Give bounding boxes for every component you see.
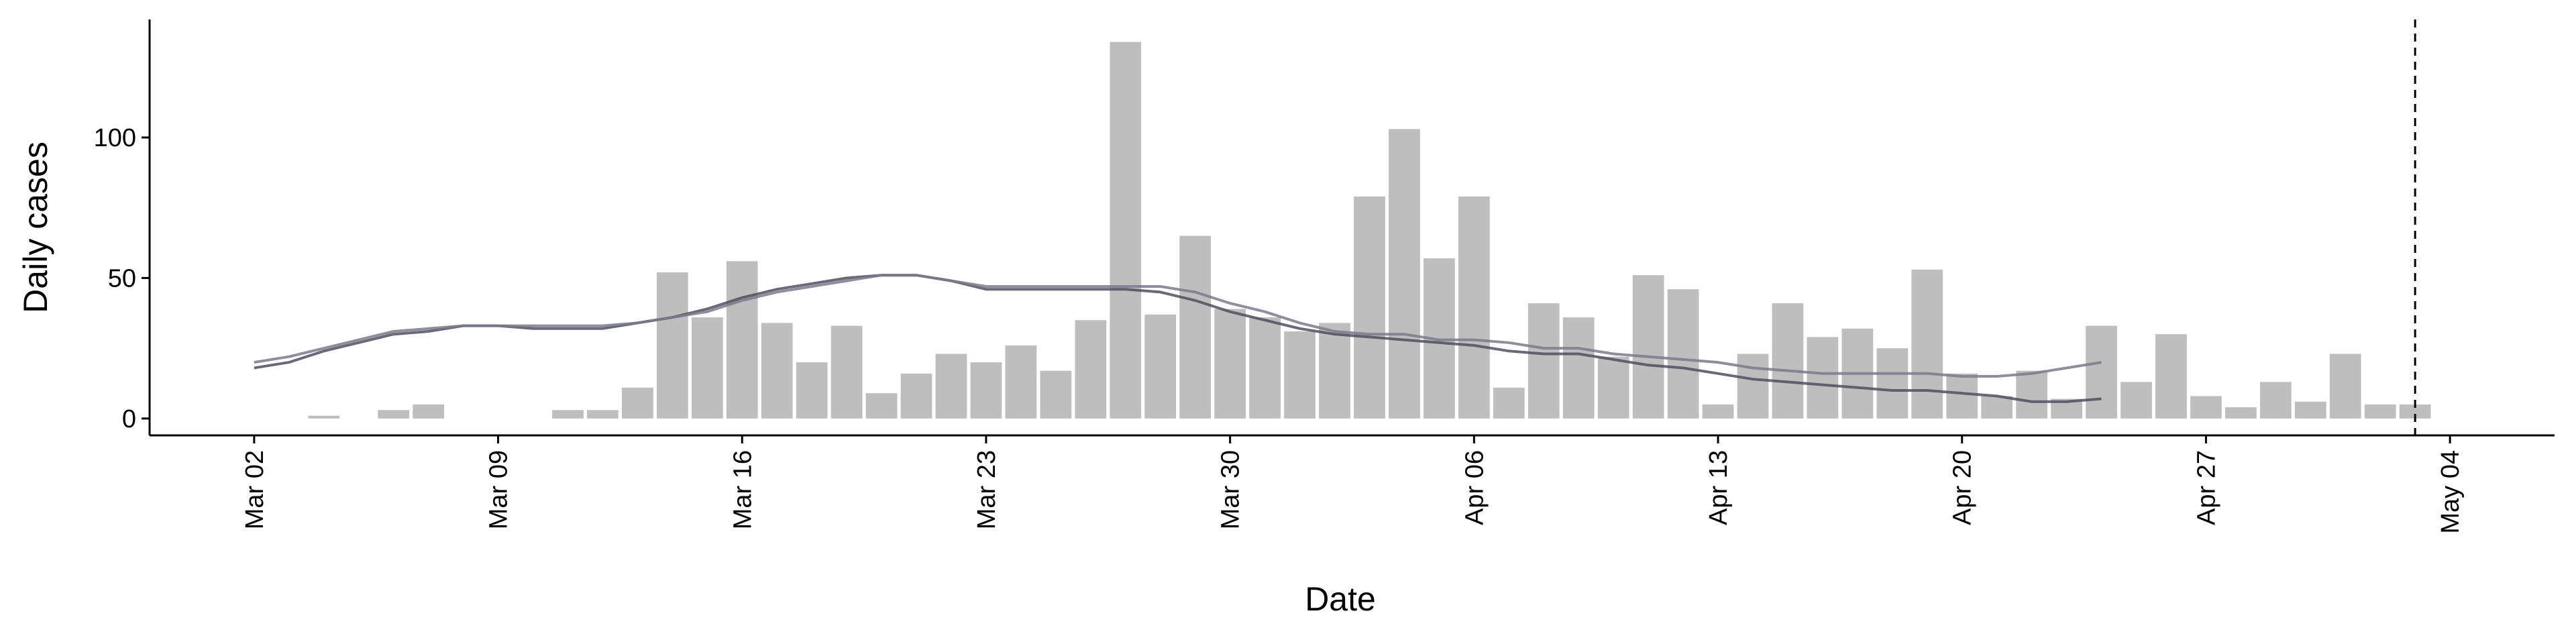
bar bbox=[970, 362, 1002, 419]
bar bbox=[1179, 235, 1212, 419]
bar bbox=[830, 325, 863, 419]
bar bbox=[1493, 387, 1525, 419]
y-tick-label: 0 bbox=[122, 405, 136, 433]
bar bbox=[2086, 325, 2117, 419]
bar bbox=[935, 354, 967, 419]
bar bbox=[1981, 396, 2013, 419]
bar bbox=[1144, 314, 1177, 419]
bar bbox=[691, 317, 723, 419]
bar bbox=[2364, 404, 2396, 419]
x-tick-label: Apr 06 bbox=[1460, 450, 1489, 525]
x-tick-label: Mar 09 bbox=[485, 450, 513, 529]
bar bbox=[413, 404, 445, 419]
bar bbox=[1562, 317, 1595, 419]
bar bbox=[2016, 370, 2048, 419]
bar bbox=[1667, 289, 1699, 419]
x-tick-label: May 04 bbox=[2436, 450, 2465, 534]
y-tick-label: 50 bbox=[108, 264, 136, 292]
bar bbox=[1946, 373, 1978, 419]
x-tick-label: Apr 20 bbox=[1949, 450, 1977, 525]
bar bbox=[1389, 129, 1420, 419]
bar bbox=[2121, 382, 2152, 419]
bar bbox=[1214, 309, 1246, 419]
bar bbox=[1040, 370, 1072, 419]
x-tick-label: Apr 13 bbox=[1705, 450, 1733, 525]
bar bbox=[2399, 404, 2431, 419]
bar bbox=[1005, 345, 1037, 419]
bar bbox=[1772, 303, 1804, 419]
bar bbox=[308, 415, 340, 419]
y-tick-label: 100 bbox=[94, 124, 136, 152]
bar bbox=[1284, 331, 1316, 419]
bar bbox=[1597, 356, 1629, 419]
bar bbox=[2259, 382, 2292, 419]
bar bbox=[2329, 354, 2361, 419]
bar bbox=[1319, 323, 1350, 419]
bar bbox=[2225, 407, 2257, 419]
trend-line bbox=[254, 274, 2102, 403]
bar bbox=[1458, 196, 1490, 419]
bar bbox=[1911, 269, 1943, 419]
bar bbox=[1737, 354, 1769, 419]
bar bbox=[2190, 396, 2222, 419]
x-tick-label: Mar 23 bbox=[973, 450, 1001, 529]
bar bbox=[726, 261, 758, 419]
bar bbox=[1876, 348, 1909, 419]
bar bbox=[900, 373, 932, 419]
bar bbox=[2155, 334, 2187, 419]
x-tick-label: Mar 30 bbox=[1217, 450, 1245, 529]
bar bbox=[552, 410, 584, 419]
bar bbox=[761, 323, 793, 419]
bar bbox=[865, 393, 898, 419]
bar bbox=[587, 410, 619, 419]
bar bbox=[656, 272, 688, 419]
x-tick-label: Mar 16 bbox=[729, 450, 757, 529]
bar bbox=[1249, 317, 1281, 419]
trend-line bbox=[254, 274, 2102, 378]
bar bbox=[796, 362, 828, 419]
y-axis-title: Daily cases bbox=[17, 142, 54, 313]
bar bbox=[1110, 42, 1142, 419]
bar bbox=[1807, 337, 1839, 419]
x-tick-label: Mar 02 bbox=[241, 450, 269, 529]
x-axis-title: Date bbox=[1305, 580, 1376, 618]
bar bbox=[378, 410, 410, 419]
bar bbox=[1354, 196, 1385, 419]
bar bbox=[622, 387, 653, 419]
bar bbox=[1527, 303, 1560, 419]
bar bbox=[2294, 401, 2326, 419]
bar bbox=[1075, 320, 1107, 419]
bar bbox=[1632, 275, 1664, 419]
bar bbox=[1702, 404, 1734, 419]
x-tick-label: Apr 27 bbox=[2192, 450, 2220, 525]
